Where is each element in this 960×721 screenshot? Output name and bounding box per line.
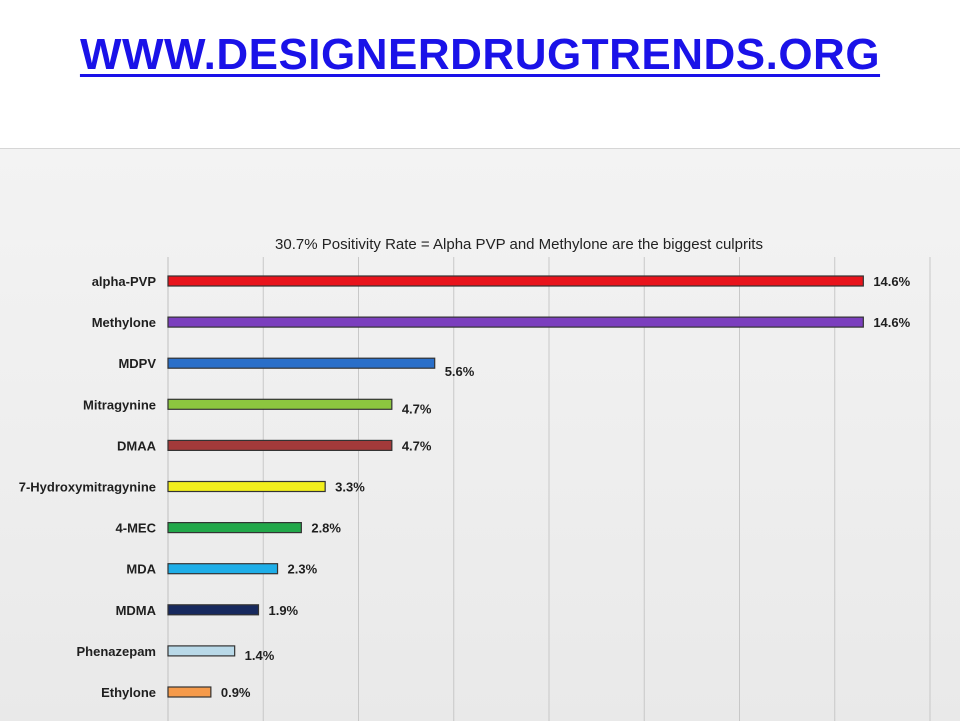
value-label: 2.8%	[311, 521, 341, 536]
value-label: 1.4%	[245, 648, 275, 663]
value-label: 14.6%	[873, 274, 910, 289]
bar	[167, 316, 864, 328]
bars	[167, 275, 864, 698]
category-label: Methylone	[92, 315, 156, 330]
bar	[167, 357, 436, 369]
category-label: Ethylone	[101, 685, 156, 700]
value-label: 0.9%	[221, 685, 251, 700]
value-label: 14.6%	[873, 315, 910, 330]
gridlines	[167, 257, 931, 721]
bar	[167, 563, 279, 575]
bar	[167, 480, 326, 493]
category-label: DMAA	[117, 438, 157, 453]
bar	[167, 522, 302, 534]
bar	[167, 275, 864, 287]
value-labels: 14.6% 14.6% 5.6% 4.7% 4.7% 3.3% 2.8% 2.3% 1.9% 1.…	[221, 274, 911, 700]
bar	[167, 686, 212, 698]
category-label: 4-MEC	[116, 521, 157, 536]
category-label: alpha-PVP	[92, 274, 157, 289]
category-label: Mitragynine	[83, 397, 156, 412]
bar	[167, 398, 393, 410]
value-label: 4.7%	[402, 401, 432, 416]
chart-panel: 30.7% Positivity Rate = Alpha PVP and Me…	[0, 148, 960, 721]
value-label: 2.3%	[288, 562, 318, 577]
category-label: 7-Hydroxymitragynine	[19, 480, 156, 495]
value-label: 1.9%	[268, 603, 298, 618]
category-labels: alpha-PVP Methylone MDPV Mitragynine DMAA 7-H…	[19, 274, 157, 700]
category-label: MDPV	[118, 356, 156, 371]
bar	[167, 439, 393, 451]
category-label: MDMA	[116, 603, 157, 618]
site-link[interactable]: WWW.DESIGNERDRUGTRENDS.ORG	[79, 30, 881, 79]
bar	[167, 645, 236, 657]
page-header: WWW.DESIGNERDRUGTRENDS.ORG	[0, 0, 960, 140]
chart-title: 30.7% Positivity Rate = Alpha PVP and Me…	[275, 236, 763, 253]
bar	[167, 604, 260, 616]
category-label: Phenazepam	[77, 644, 156, 659]
value-label: 3.3%	[335, 480, 365, 495]
category-label: MDA	[126, 562, 156, 577]
bar-chart: 30.7% Positivity Rate = Alpha PVP and Me…	[19, 236, 931, 721]
value-label: 4.7%	[402, 438, 432, 453]
value-label: 5.6%	[445, 364, 475, 379]
